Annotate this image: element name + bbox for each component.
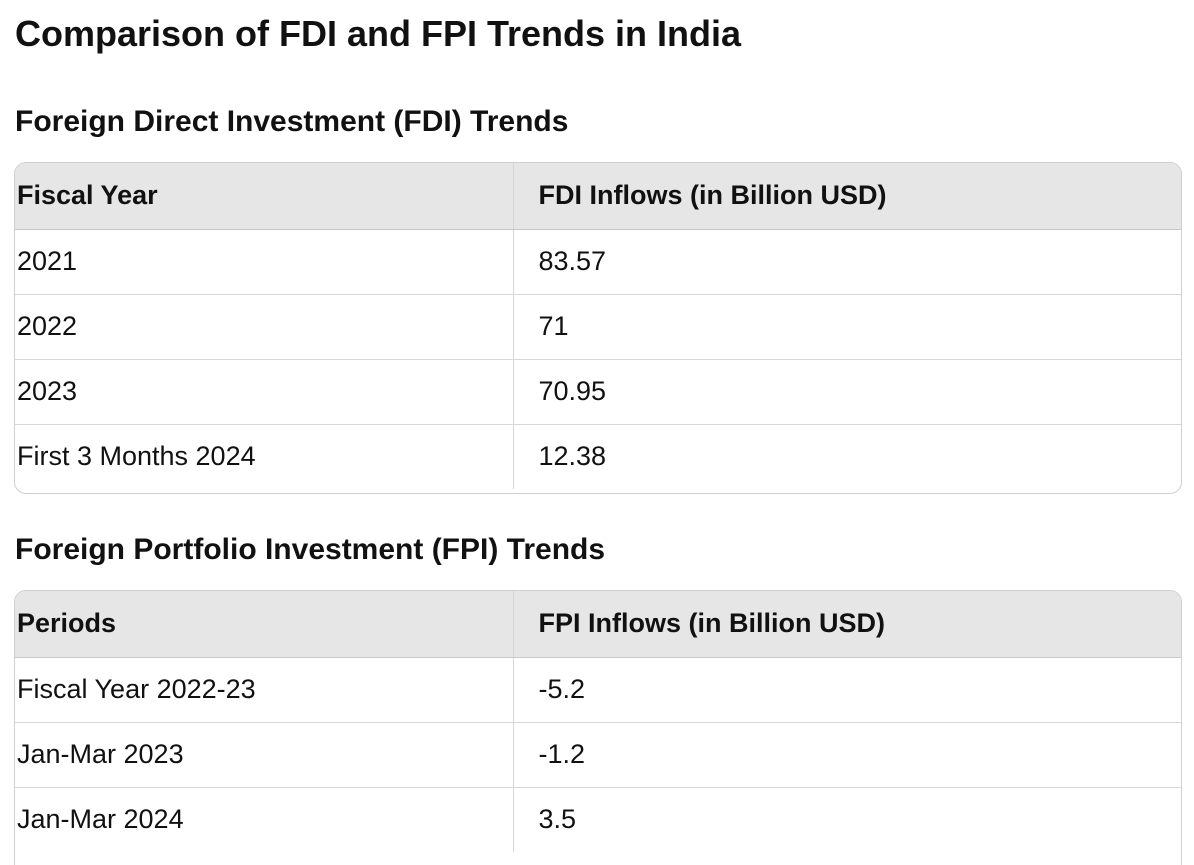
fdi-table: Fiscal Year FDI Inflows (in Billion USD)… bbox=[15, 163, 1181, 489]
fdi-header-inflows: FDI Inflows (in Billion USD) bbox=[513, 163, 1181, 230]
fdi-cell-value: 12.38 bbox=[538, 441, 607, 472]
fdi-header-fiscal-year: Fiscal Year bbox=[15, 163, 514, 230]
table-row: Fiscal Year 2022-23 -5.2 bbox=[15, 657, 1181, 723]
fpi-section-heading: Foreign Portfolio Investment (FPI) Trend… bbox=[15, 533, 606, 566]
fpi-header-inflows: FPI Inflows (in Billion USD) bbox=[513, 591, 1181, 658]
fpi-cell-period: Fiscal Year 2022-23 bbox=[15, 657, 514, 723]
fpi-cell-period: Jan-Mar 2023 bbox=[15, 722, 514, 788]
fdi-section-heading: Foreign Direct Investment (FDI) Trends bbox=[15, 105, 569, 138]
table-row: 2023 70.95 bbox=[15, 359, 1181, 425]
fpi-cell-value: 3.5 bbox=[538, 804, 577, 835]
fpi-cell-value: -1.2 bbox=[513, 722, 1181, 788]
table-row: Jan-Mar 2024 3.5 bbox=[15, 787, 1181, 852]
fdi-cell-value: 83.57 bbox=[513, 229, 1181, 295]
table-row: First 3 Months 2024 12.38 bbox=[15, 424, 1181, 489]
fdi-cell-year: 2023 bbox=[15, 359, 514, 425]
fpi-header-periods: Periods bbox=[15, 591, 514, 658]
fpi-table-container: Periods FPI Inflows (in Billion USD) Fis… bbox=[14, 590, 1182, 865]
fdi-cell-value: 71 bbox=[513, 294, 1181, 360]
fdi-cell-year: 2022 bbox=[15, 294, 514, 360]
table-row: Jan-Mar 2023 -1.2 bbox=[15, 722, 1181, 788]
fpi-cell-value: -5.2 bbox=[513, 657, 1181, 723]
fdi-cell-year: 2021 bbox=[15, 229, 514, 295]
fpi-cell-period: Jan-Mar 2024 bbox=[15, 787, 514, 852]
fdi-table-header-row: Fiscal Year FDI Inflows (in Billion USD) bbox=[15, 163, 1181, 230]
fdi-table-container: Fiscal Year FDI Inflows (in Billion USD)… bbox=[14, 162, 1182, 494]
page-title: Comparison of FDI and FPI Trends in Indi… bbox=[15, 13, 742, 54]
table-row: 2022 71 bbox=[15, 294, 1181, 360]
fpi-table: Periods FPI Inflows (in Billion USD) Fis… bbox=[15, 591, 1181, 852]
fdi-cell-year: First 3 Months 2024 bbox=[15, 424, 514, 489]
table-row: 2021 83.57 bbox=[15, 229, 1181, 295]
fpi-table-header-row: Periods FPI Inflows (in Billion USD) bbox=[15, 591, 1181, 658]
fdi-cell-value: 70.95 bbox=[513, 359, 1181, 425]
